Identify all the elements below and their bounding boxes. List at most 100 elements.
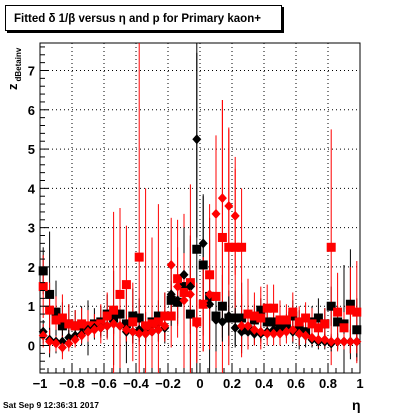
- diamond-marker: [121, 324, 131, 335]
- diamond-marker: [166, 259, 176, 270]
- square-marker: [313, 323, 323, 333]
- diamond-marker: [352, 336, 362, 347]
- square-marker: [237, 242, 247, 252]
- diamond-marker: [230, 322, 240, 333]
- square-marker: [115, 289, 125, 299]
- square-marker: [153, 317, 163, 327]
- y-axis-title: z dBetainv: [5, 47, 23, 90]
- diamond-marker: [173, 295, 183, 306]
- timestamp: Sat Sep 9 12:36:31 2017: [3, 400, 99, 410]
- square-marker: [345, 299, 355, 309]
- square-marker: [153, 311, 163, 321]
- square-marker: [166, 311, 176, 321]
- diamond-marker: [262, 328, 272, 339]
- diamond-marker: [339, 336, 349, 347]
- square-marker: [115, 309, 125, 319]
- square-marker: [64, 319, 74, 329]
- square-marker: [249, 311, 259, 321]
- square-marker: [57, 313, 67, 323]
- x-tick-label: −0.2: [155, 376, 181, 391]
- diamond-marker: [294, 328, 304, 339]
- y-tick-label: 2: [28, 260, 35, 275]
- diamond-marker: [128, 326, 138, 337]
- diamond-marker: [96, 322, 106, 333]
- diamond-marker: [102, 320, 112, 331]
- square-marker: [326, 242, 336, 252]
- square-marker: [352, 325, 362, 335]
- square-marker: [45, 289, 55, 299]
- diamond-marker: [224, 201, 234, 212]
- x-tick-label: 1: [356, 376, 363, 391]
- y-tick-label: 5: [28, 142, 35, 157]
- square-marker: [211, 291, 221, 301]
- diamond-marker: [217, 316, 227, 327]
- diamond-marker: [211, 208, 221, 219]
- diamond-marker: [198, 299, 208, 310]
- square-marker: [205, 270, 215, 280]
- diamond-marker: [89, 324, 99, 335]
- square-marker: [217, 301, 227, 311]
- diamond-marker: [109, 318, 119, 329]
- diamond-marker: [307, 332, 317, 343]
- square-marker: [333, 317, 343, 327]
- square-marker: [147, 319, 157, 329]
- diamond-marker: [313, 334, 323, 345]
- square-marker: [141, 321, 151, 331]
- diamond-marker: [230, 210, 240, 221]
- data-markers: [38, 134, 362, 353]
- diamond-marker: [237, 320, 247, 331]
- diamond-marker: [320, 334, 330, 345]
- diamond-marker: [217, 193, 227, 204]
- square-marker: [38, 282, 48, 292]
- diamond-marker: [179, 295, 189, 306]
- y-tick-label: 6: [28, 103, 35, 118]
- square-marker: [275, 321, 285, 331]
- diamond-marker: [45, 336, 55, 347]
- diamond-marker: [288, 324, 298, 335]
- square-marker: [45, 305, 55, 315]
- square-marker: [179, 282, 189, 292]
- square-marker: [256, 313, 266, 323]
- diamond-marker: [153, 324, 163, 335]
- square-marker: [307, 319, 317, 329]
- y-tick-label: 1: [28, 299, 35, 314]
- square-marker: [262, 303, 272, 313]
- square-marker: [160, 311, 170, 321]
- diamond-marker: [134, 328, 144, 339]
- square-marker: [51, 315, 61, 325]
- diamond-marker: [326, 336, 336, 347]
- square-marker: [57, 321, 67, 331]
- diamond-marker: [256, 326, 266, 337]
- square-marker: [224, 242, 234, 252]
- diamond-marker: [64, 332, 74, 343]
- square-marker: [134, 313, 144, 323]
- diamond-marker: [185, 289, 195, 300]
- square-marker: [288, 307, 298, 317]
- square-marker: [294, 317, 304, 327]
- square-marker: [166, 295, 176, 305]
- square-marker: [262, 317, 272, 327]
- square-marker: [339, 323, 349, 333]
- x-tick-label: −1: [33, 376, 48, 391]
- diamond-marker: [57, 336, 67, 347]
- x-tick-label: −0.4: [123, 376, 149, 391]
- axes: −1 −0.8 −0.6 −0.4 −0.2 0 0.2 0.4 0.6 0.8 1 0 1 2 3 4 5 6 7: [28, 46, 364, 391]
- x-axis-title: η: [352, 397, 361, 413]
- square-marker: [192, 244, 202, 254]
- square-marker: [128, 317, 138, 327]
- square-marker: [77, 319, 87, 329]
- diamond-marker: [237, 326, 247, 337]
- square-marker: [256, 305, 266, 315]
- square-marker: [198, 260, 208, 270]
- square-marker: [345, 305, 355, 315]
- square-marker: [185, 309, 195, 319]
- x-tick-label: 0.8: [319, 376, 337, 391]
- x-tick-label: 0.4: [255, 376, 274, 391]
- diamond-marker: [224, 311, 234, 322]
- diamond-marker: [301, 330, 311, 341]
- x-tick-label: −0.6: [91, 376, 117, 391]
- square-marker: [320, 319, 330, 329]
- square-marker: [51, 307, 61, 317]
- y-tick-label: 4: [28, 181, 36, 196]
